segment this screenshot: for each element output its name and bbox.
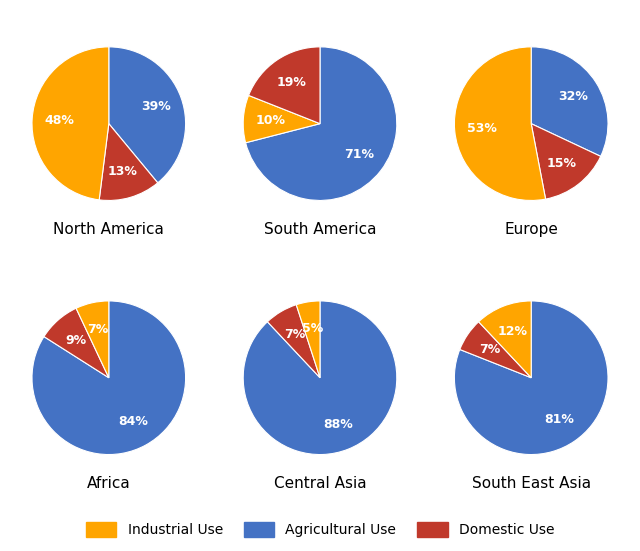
Text: 88%: 88% — [323, 418, 353, 431]
Wedge shape — [109, 47, 186, 183]
Legend: Industrial Use, Agricultural Use, Domestic Use: Industrial Use, Agricultural Use, Domest… — [79, 515, 561, 544]
Title: North America: North America — [53, 223, 164, 237]
Text: 81%: 81% — [545, 413, 574, 425]
Wedge shape — [99, 123, 157, 201]
Text: 9%: 9% — [65, 334, 86, 347]
Text: 10%: 10% — [255, 114, 285, 127]
Wedge shape — [248, 47, 320, 123]
Text: 32%: 32% — [559, 90, 588, 104]
Wedge shape — [32, 47, 109, 200]
Wedge shape — [268, 305, 320, 378]
Text: 13%: 13% — [108, 165, 138, 178]
Text: 19%: 19% — [277, 76, 307, 89]
Text: 7%: 7% — [479, 343, 500, 356]
Text: 12%: 12% — [498, 325, 528, 338]
Text: 7%: 7% — [87, 322, 109, 336]
Wedge shape — [243, 95, 320, 143]
Title: South America: South America — [264, 223, 376, 237]
Title: Europe: Europe — [504, 223, 558, 237]
Title: South East Asia: South East Asia — [472, 477, 591, 491]
Text: 5%: 5% — [301, 322, 323, 335]
Text: 84%: 84% — [118, 415, 148, 428]
Wedge shape — [454, 47, 545, 201]
Wedge shape — [44, 308, 109, 378]
Text: 71%: 71% — [344, 148, 374, 161]
Wedge shape — [32, 301, 186, 455]
Wedge shape — [460, 322, 531, 378]
Wedge shape — [296, 301, 320, 378]
Title: Africa: Africa — [87, 477, 131, 491]
Text: 53%: 53% — [467, 122, 497, 135]
Title: Central Asia: Central Asia — [274, 477, 366, 491]
Text: 39%: 39% — [141, 100, 171, 114]
Wedge shape — [243, 301, 397, 455]
Text: 7%: 7% — [284, 328, 305, 341]
Wedge shape — [246, 47, 397, 201]
Wedge shape — [531, 123, 601, 199]
Wedge shape — [76, 301, 109, 378]
Wedge shape — [531, 47, 608, 156]
Wedge shape — [454, 301, 608, 455]
Wedge shape — [479, 301, 531, 378]
Text: 15%: 15% — [547, 156, 577, 170]
Text: 48%: 48% — [44, 114, 74, 127]
